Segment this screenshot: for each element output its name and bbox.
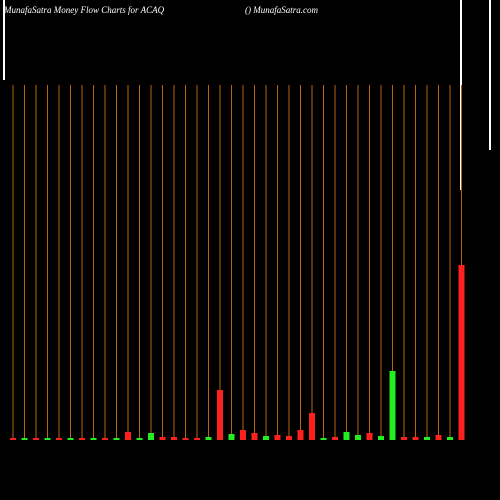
bar — [217, 390, 223, 440]
bar — [56, 438, 62, 440]
bar — [194, 438, 200, 440]
chart-subtitle: () MunafaSatra.com — [245, 5, 318, 15]
bar — [44, 438, 51, 440]
bar — [274, 435, 281, 440]
bar — [171, 437, 177, 440]
bar — [366, 433, 373, 440]
bar — [33, 438, 39, 440]
bar — [79, 438, 85, 440]
bar — [228, 434, 235, 440]
bar — [182, 438, 189, 440]
bar — [424, 437, 430, 440]
bar — [90, 438, 97, 440]
bar — [435, 435, 442, 440]
bar — [297, 430, 304, 440]
bar — [389, 371, 396, 440]
bar — [401, 437, 407, 440]
bar — [286, 436, 292, 440]
bar — [343, 432, 350, 440]
bar — [309, 413, 315, 440]
bar — [355, 435, 361, 440]
bar — [251, 433, 258, 440]
bar — [412, 437, 419, 440]
bar — [102, 438, 108, 440]
bar — [148, 433, 154, 440]
bar — [205, 437, 212, 440]
bar — [332, 437, 338, 440]
bar — [447, 437, 453, 440]
bar — [263, 436, 269, 440]
bar — [10, 438, 16, 440]
bar — [378, 436, 384, 440]
bar — [136, 438, 143, 440]
bar — [458, 265, 465, 440]
bar — [113, 438, 120, 440]
bar — [125, 432, 131, 440]
bar — [21, 438, 28, 440]
bar — [67, 438, 74, 440]
bar — [240, 430, 246, 440]
chart-title: MunafaSatra Money Flow Charts for ACAQ — [3, 5, 165, 15]
bar — [159, 437, 166, 440]
bar — [320, 438, 327, 440]
